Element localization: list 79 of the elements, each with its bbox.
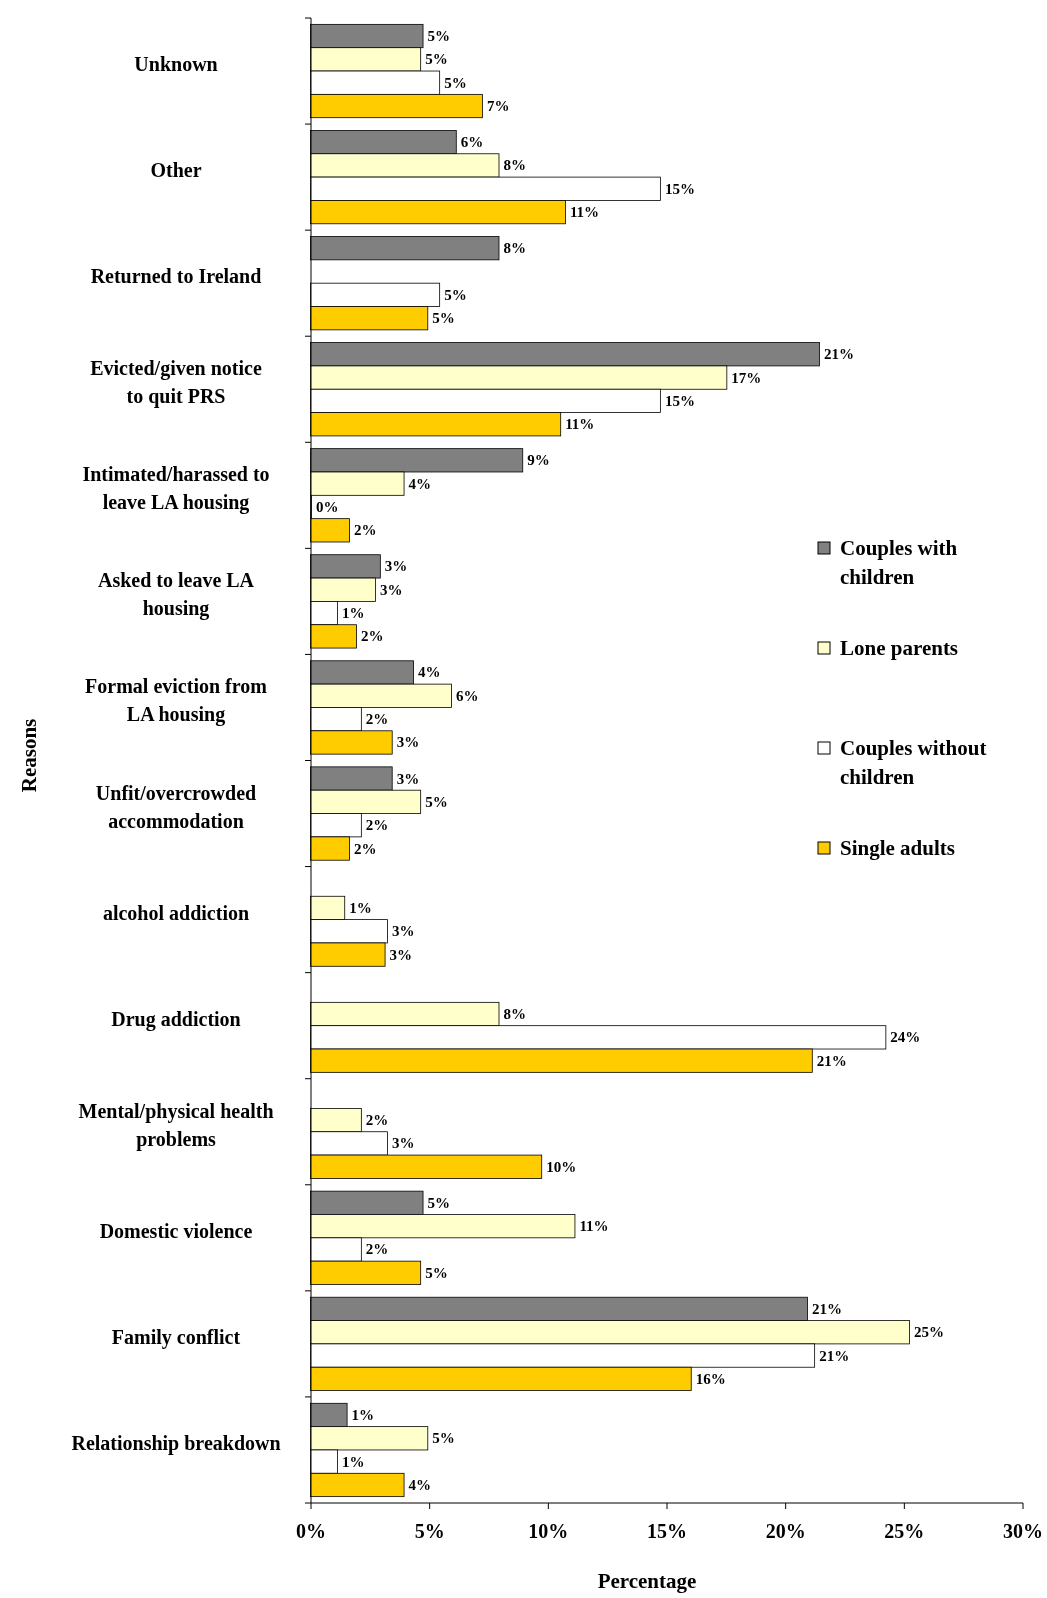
data-label: 21% — [823, 346, 854, 363]
data-label: 8% — [503, 1006, 526, 1023]
data-label: 5% — [427, 1194, 451, 1211]
data-label: 16% — [695, 1370, 726, 1387]
legend-label: Couples without children — [840, 736, 987, 789]
data-label: 3% — [380, 581, 403, 598]
data-label: 2% — [353, 840, 377, 857]
data-label: 9% — [527, 452, 550, 469]
data-label: 5% — [427, 28, 451, 45]
data-label: 1% — [349, 899, 372, 916]
y-tick-label: Domestic violence — [99, 1219, 253, 1242]
data-label: 15% — [664, 180, 695, 197]
data-label: 5% — [444, 74, 467, 91]
data-label: 1% — [342, 605, 365, 622]
y-tick-label: Other — [150, 159, 202, 182]
data-label: 2% — [361, 628, 384, 645]
y-tick-label: Mental/physical health problems — [78, 1099, 274, 1151]
data-label: 11% — [569, 204, 600, 221]
y-tick-label: Unfit/overcrowded accommodation — [95, 781, 257, 832]
data-label: 21% — [816, 1052, 847, 1069]
data-label: 3% — [396, 734, 420, 751]
data-label: 2% — [365, 711, 389, 728]
data-label: 4% — [418, 664, 441, 681]
legend-label: Single adults — [840, 836, 955, 860]
data-label: 1% — [351, 1406, 375, 1423]
y-tick-label: Unknown — [134, 53, 218, 76]
data-label: 25% — [914, 1324, 945, 1341]
data-label: 4% — [408, 1476, 432, 1493]
y-tick-label: Intimated/harassed to leave LA housing — [82, 463, 270, 515]
legend-label: Lone parents — [840, 636, 959, 660]
data-label: 17% — [731, 369, 762, 386]
data-label: 11% — [579, 1218, 609, 1235]
x-tick-label: 20% — [765, 1520, 806, 1542]
data-label: 7% — [486, 98, 510, 115]
data-label: 2% — [365, 1112, 389, 1129]
legend-label: Couples with children — [840, 536, 958, 589]
data-label: 3% — [391, 1135, 415, 1152]
y-tick-label: alcohol addiction — [102, 901, 250, 924]
data-label: 3% — [389, 946, 413, 963]
data-label: 0% — [316, 498, 339, 515]
data-label: 15% — [664, 392, 695, 409]
y-tick-label: Asked to leave LA housing — [97, 569, 255, 621]
y-tick-label: Family conflict — [111, 1325, 241, 1349]
data-label: 5% — [425, 51, 448, 68]
data-label: 5% — [425, 1264, 448, 1281]
data-label: 21% — [819, 1347, 850, 1364]
x-tick-label: 15% — [647, 1520, 687, 1542]
x-tick-label: 0% — [296, 1520, 326, 1542]
data-label: 3% — [396, 770, 420, 787]
data-label: 1% — [342, 1453, 365, 1470]
data-label: 5% — [444, 286, 467, 303]
data-label: 10% — [546, 1158, 577, 1175]
data-label: 8% — [503, 240, 526, 257]
data-label: 6% — [456, 687, 479, 704]
data-label: 5% — [432, 310, 455, 327]
data-label: 3% — [391, 923, 415, 940]
y-tick-label: Evicted/given notice to quit PRS — [90, 357, 262, 409]
x-tick-label: 30% — [1003, 1520, 1043, 1542]
data-label: 6% — [460, 134, 484, 151]
data-label: 2% — [365, 1241, 389, 1258]
data-label: 5% — [432, 1430, 455, 1447]
y-axis-title: Reasons — [17, 718, 41, 793]
data-label: 4% — [408, 475, 432, 492]
data-label: 5% — [425, 793, 448, 810]
data-label: 11% — [565, 416, 595, 433]
y-tick-label: Relationship breakdown — [71, 1431, 281, 1455]
data-label: 24% — [890, 1029, 921, 1046]
x-axis-title: Percentage — [597, 1569, 697, 1593]
x-tick-label: 10% — [528, 1520, 569, 1542]
data-label: 2% — [353, 522, 377, 539]
y-tick-label: Drug addiction — [111, 1007, 241, 1031]
data-label: 8% — [503, 157, 526, 174]
data-label: 21% — [812, 1300, 843, 1317]
y-tick-label: Formal eviction from LA housing — [85, 675, 268, 727]
x-tick-label: 5% — [414, 1520, 445, 1542]
data-label: 3% — [384, 558, 408, 575]
y-tick-label: Returned to Ireland — [90, 265, 262, 288]
x-tick-label: 25% — [884, 1520, 925, 1542]
data-label: 2% — [365, 817, 389, 834]
